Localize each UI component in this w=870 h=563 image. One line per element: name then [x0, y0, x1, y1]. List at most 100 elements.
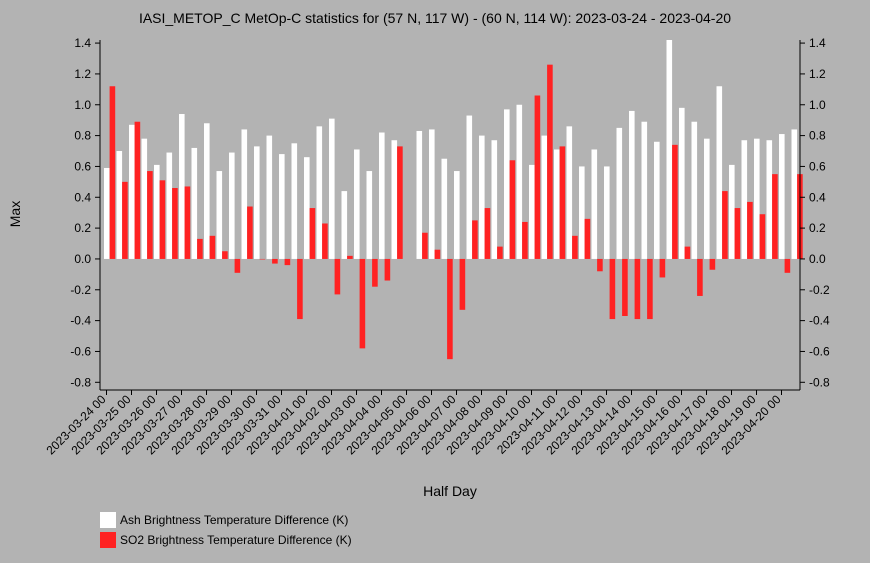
y-axis-label: Max [7, 201, 23, 227]
y-tick-label-left: -0.4 [70, 314, 91, 328]
so2-bar-38 [584, 218, 591, 259]
so2-bar-28 [459, 258, 466, 310]
ash-bar-4 [154, 164, 160, 259]
so2-bar-42 [634, 258, 641, 320]
so2-bar-20 [359, 258, 366, 349]
legend-swatch-so2 [100, 532, 116, 548]
ash-bar-54 [779, 134, 785, 259]
ash-bar-16 [304, 157, 310, 259]
ash-bar-46 [679, 107, 685, 259]
ash-bar-44 [654, 141, 660, 259]
so2-bar-46 [684, 246, 691, 259]
ash-bar-7 [191, 147, 198, 259]
y-tick-label-left: 0.4 [74, 190, 91, 204]
so2-bar-0 [109, 86, 116, 259]
so2-bar-29 [472, 220, 478, 259]
ash-bar-5 [166, 152, 173, 259]
ash-bar-41 [616, 127, 623, 259]
so2-bar-35 [547, 64, 553, 259]
so2-bar-43 [647, 258, 653, 320]
so2-bar-36 [559, 146, 566, 259]
so2-bar-47 [697, 258, 703, 296]
so2-bar-39 [597, 258, 603, 272]
ash-bar-40 [604, 166, 610, 259]
so2-bar-25 [422, 232, 428, 259]
ash-bar-38 [579, 166, 585, 259]
so2-bar-40 [609, 258, 616, 320]
y-tick-label-left: -0.6 [70, 344, 91, 358]
ash-bar-33 [516, 104, 523, 259]
so2-bar-30 [484, 208, 491, 259]
so2-bar-33 [522, 221, 528, 259]
y-tick-label-right: 1.4 [809, 36, 826, 50]
ash-bar-45 [666, 40, 673, 259]
axes-layer [99, 40, 801, 391]
legend-label-so2: SO2 Brightness Temperature Difference (K… [120, 533, 352, 547]
ash-bar-34 [529, 164, 535, 259]
ash-bar-49 [716, 86, 723, 259]
ash-bar-53 [766, 140, 773, 259]
ash-bar-11 [241, 129, 248, 259]
so2-bar-32 [509, 160, 516, 259]
y-tick-label-right: 0.0 [809, 252, 826, 266]
so2-bar-27 [447, 258, 453, 360]
ash-bar-20 [354, 149, 360, 259]
so2-bar-41 [622, 258, 628, 316]
y-tick-label-right: 0.8 [809, 129, 826, 143]
ash-bar-13 [266, 135, 273, 259]
x-axis-label: Half Day [423, 483, 477, 499]
y-tick-label-right: -0.8 [809, 375, 830, 389]
ash-bar-0 [104, 167, 110, 259]
so2-bar-44 [659, 258, 666, 278]
y-tick-label-right: -0.6 [809, 344, 830, 358]
so2-bar-21 [372, 258, 378, 287]
so2-bar-14 [284, 258, 291, 266]
so2-bar-34 [534, 95, 541, 259]
ash-bar-39 [591, 149, 598, 259]
ash-bar-47 [691, 121, 698, 259]
so2-bar-17 [322, 223, 328, 259]
chart-title: IASI_METOP_C MetOp-C statistics for (57 … [139, 10, 731, 26]
so2-bar-51 [747, 201, 753, 259]
y-tick-label-left: -0.8 [70, 375, 91, 389]
so2-bar-6 [184, 186, 191, 259]
ash-bar-25 [416, 130, 423, 259]
y-tick-label-left: 0.6 [74, 159, 91, 173]
ash-bar-3 [141, 138, 148, 259]
so2-bar-5 [172, 188, 178, 259]
ash-bar-29 [466, 115, 473, 259]
so2-bar-13 [272, 258, 278, 264]
so2-bar-10 [234, 258, 241, 273]
legend-label-ash: Ash Brightness Temperature Difference (K… [120, 513, 348, 527]
y-tick-label-right: -0.4 [809, 314, 830, 328]
y-tick-label-right: 0.4 [809, 190, 826, 204]
so2-bar-19 [347, 255, 353, 259]
so2-bar-1 [122, 181, 128, 259]
so2-bar-23 [397, 146, 403, 259]
y-ticks: 1.4 1.4 1.2 1.2 1.0 1.0 0.8 0.8 0.6 0.6 0.4 0.4 0.2 0… [70, 36, 830, 389]
ash-bar-37 [566, 126, 573, 259]
y-tick-label-left: 0.2 [74, 221, 91, 235]
y-tick-label-right: 1.0 [809, 98, 826, 112]
ash-bar-36 [554, 149, 560, 259]
legend: Ash Brightness Temperature Difference (K… [100, 512, 352, 548]
ash-bar-1 [116, 151, 123, 259]
y-tick-label-left: 1.2 [74, 67, 91, 81]
bars-layer [104, 40, 803, 360]
so2-bar-15 [297, 258, 303, 320]
so2-bar-31 [497, 246, 503, 259]
so2-bar-26 [434, 249, 441, 259]
ash-bar-8 [204, 123, 210, 259]
so2-bar-48 [709, 258, 716, 270]
so2-bar-11 [247, 206, 253, 259]
so2-bar-3 [147, 171, 153, 259]
so2-bar-7 [197, 238, 203, 259]
ash-bar-43 [641, 121, 648, 259]
ash-bar-30 [479, 135, 485, 259]
ash-bar-18 [329, 118, 335, 259]
so2-bar-52 [759, 214, 766, 259]
ash-bar-32 [504, 109, 510, 259]
y-tick-label-left: 1.4 [74, 36, 91, 50]
